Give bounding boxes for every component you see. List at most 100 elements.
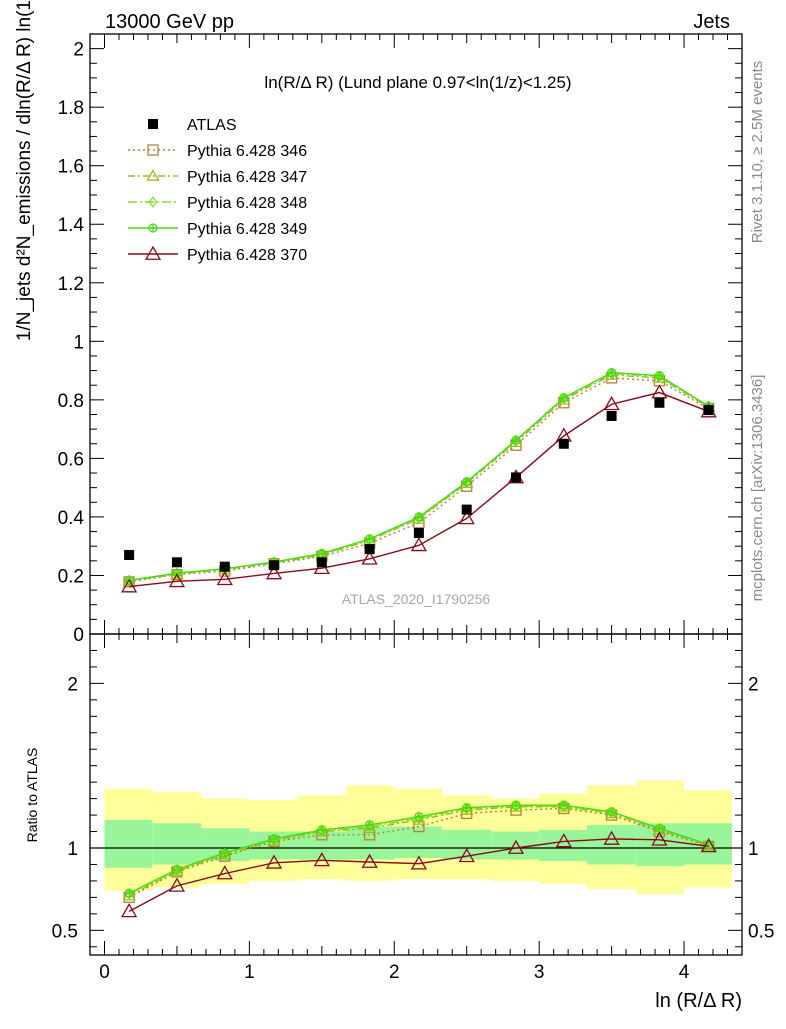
upper-series-line [129, 377, 710, 583]
lower-series-point [414, 812, 424, 822]
legend-marker [148, 119, 158, 129]
atlas-data-point [703, 405, 714, 416]
upper-series-2 [122, 368, 716, 587]
uncertainty-band-inner [104, 820, 153, 868]
lower-series-point [606, 807, 617, 817]
legend-marker [147, 144, 159, 156]
upper-series-point [607, 367, 616, 380]
lower-series-point [462, 803, 472, 813]
lower-series-point [458, 847, 475, 863]
legend-marker [144, 245, 162, 260]
atlas-data-point [364, 544, 375, 555]
lower-series-line [128, 807, 709, 899]
legend-entry: Pythia 6.428 370 [128, 245, 307, 264]
upper-series [120, 367, 717, 593]
atlas-data-point [510, 472, 521, 483]
lower-series-point [462, 802, 471, 815]
lower-series-point [269, 834, 279, 844]
legend-label: Pythia 6.428 346 [187, 143, 307, 160]
upper-series-point [511, 434, 521, 447]
header-left: 13000 GeV pp [105, 11, 234, 33]
lower-series-point [651, 831, 668, 846]
upper-y-tick-label: 1.6 [58, 157, 84, 178]
lower-y-tick-label-left: 0.5 [52, 921, 78, 942]
upper-series-point [603, 395, 620, 411]
lower-series-point [313, 852, 330, 867]
lower-series-point [700, 838, 717, 853]
upper-series-point [317, 548, 327, 559]
upper-y-tick-label: 1.8 [58, 98, 84, 119]
upper-series-point [606, 367, 617, 378]
lower-series-4 [124, 800, 714, 898]
lower-series-point [555, 833, 572, 848]
upper-y-tick-label: 0 [73, 625, 84, 646]
upper-series-point [361, 550, 378, 565]
upper-series-point [414, 511, 424, 524]
lower-series-point [603, 830, 620, 845]
x-tick-label: 4 [679, 962, 690, 983]
upper-series-point [651, 384, 668, 399]
atlas-data-point [461, 504, 472, 515]
lower-series-point [317, 825, 327, 835]
atlas-data-point [171, 557, 182, 568]
upper-series-point [410, 537, 428, 552]
lower-series [120, 799, 717, 918]
lower-series-point [220, 848, 230, 858]
lower-frame [89, 633, 743, 956]
legend-entry: ATLAS [148, 117, 237, 134]
legend-label: ATLAS [187, 117, 237, 134]
lower-series-point [168, 877, 186, 892]
lower-ylabel: Ratio to ATLAS [24, 748, 40, 843]
lower-y-tick-label-right: 0.5 [748, 921, 774, 942]
lower-series-point [124, 888, 134, 898]
atlas-data-point [316, 557, 327, 568]
upper-series-point [124, 574, 134, 587]
upper-ylabel: 1/N_jets d²N_emissions / dln(R/Δ R) ln(1… [14, 0, 35, 341]
upper-series-point [168, 573, 186, 588]
x-tick-label: 2 [389, 962, 400, 983]
axes-layer: 0 1 2 3 4 0 0.2 0.4 0.6 0.8 1 1.2 1.4 1.6 1.8 2 0.5 0.5 1 1… [52, 33, 774, 983]
upper-y-tick-label: 1.4 [58, 215, 85, 236]
header-right: Jets [693, 11, 730, 33]
lower-series-point [559, 799, 569, 813]
legend-label: Pythia 6.428 349 [187, 221, 307, 238]
atlas-data-point [654, 397, 665, 408]
legend: ATLAS Pythia 6.428 346 Pythia 6.428 347 Pyt… [128, 117, 307, 264]
plot-title: ln(R/Δ R) (Lund plane 0.97<ln(1/z)<1.25) [264, 73, 571, 92]
legend-label: Pythia 6.428 347 [187, 169, 307, 186]
lower-y-tick-label-right: 1 [748, 839, 759, 860]
upper-series-point [120, 578, 138, 593]
lower-series-point [654, 823, 665, 833]
upper-series-point [172, 567, 182, 580]
upper-y-tick-label: 0.8 [58, 391, 84, 412]
uncertainty-band-inner [442, 829, 492, 860]
lower-series-point [363, 829, 376, 841]
lower-series-point [410, 855, 428, 870]
watermark: ATLAS_2020_I1790256 [342, 591, 491, 607]
lower-series-point [511, 800, 521, 810]
lower-series-point [364, 820, 375, 830]
lower-series-point [507, 839, 525, 854]
upper-series-line [129, 372, 710, 582]
legend-label: Pythia 6.428 348 [187, 195, 307, 212]
lower-series-point [120, 903, 138, 918]
x-tick-label: 3 [534, 962, 545, 983]
lower-series-point [172, 864, 182, 875]
lower-series-point [559, 800, 569, 810]
upper-series-point [654, 370, 665, 381]
upper-y-tick-label: 0.2 [58, 566, 84, 587]
uncertainty-band-inner [152, 823, 202, 865]
upper-series-line [129, 371, 710, 582]
lower-y-tick-label-left: 1 [67, 839, 78, 860]
legend-entry: Pythia 6.428 347 [128, 169, 307, 186]
legend-entry: Pythia 6.428 348 [128, 195, 307, 212]
upper-series-point [559, 393, 569, 403]
xlabel: ln (R/Δ R) [655, 990, 742, 1012]
upper-series-point [364, 534, 375, 544]
legend-label: Pythia 6.428 370 [187, 247, 307, 264]
x-tick-label: 1 [244, 962, 255, 983]
legend-entry: Pythia 6.428 349 [128, 221, 307, 238]
upper-y-tick-label: 0.6 [58, 449, 84, 470]
upper-series-line [129, 391, 709, 588]
upper-series-point [462, 477, 472, 487]
